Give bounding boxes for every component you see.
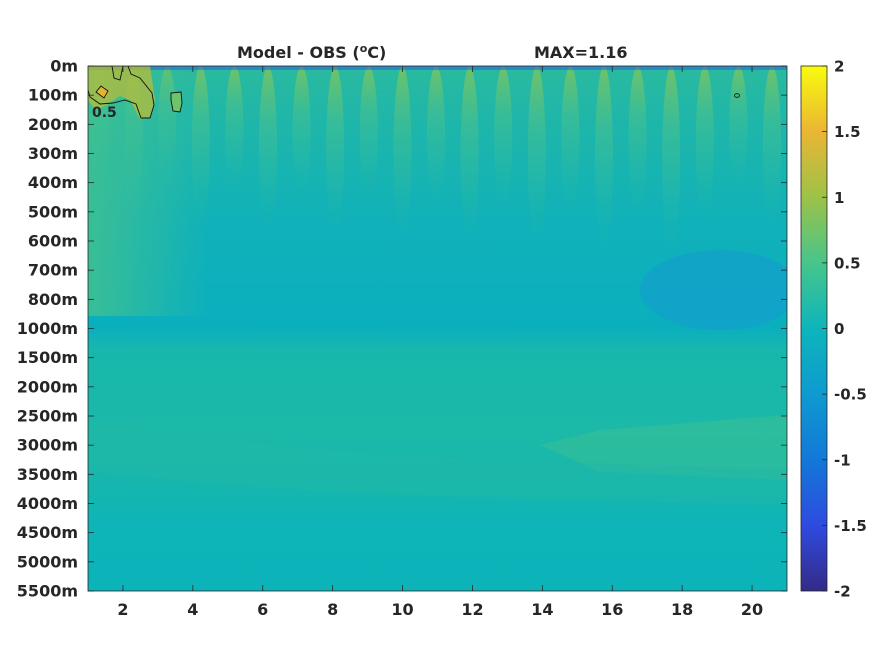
- y-tick-label: 1000m: [17, 319, 78, 338]
- deep-band: [88, 420, 787, 505]
- warm-streak: [326, 66, 345, 235]
- warm-streak: [595, 66, 613, 251]
- y-axis: 0m 100m 200m 300m 400m 500m 600m 700m 800m 1000m 1…: [17, 57, 787, 601]
- x-tick-label: 4: [187, 600, 198, 619]
- warm-streak: [460, 66, 479, 243]
- max-label: MAX=1.16: [534, 43, 628, 62]
- x-tick-label: 12: [461, 600, 483, 619]
- contour-line-inner: [95, 85, 109, 99]
- warm-streak: [695, 66, 714, 222]
- warm-streak: [225, 66, 244, 194]
- warm-streak: [628, 66, 647, 218]
- colorbar-axis: 2 1.5 1 0.5 0 -0.5 -1 -1.5 -2: [822, 58, 867, 601]
- colorbar-tick-label: 1: [834, 189, 844, 207]
- cool-patch: [640, 250, 787, 330]
- x-tick-label: 6: [257, 600, 268, 619]
- y-tick-label: 3500m: [17, 465, 78, 484]
- warm-blob: [88, 66, 155, 119]
- y-tick-label: 300m: [28, 144, 78, 163]
- colorbar-tick-label: -2: [834, 583, 851, 601]
- y-tick-label: 600m: [28, 232, 78, 251]
- warm-streak: [292, 66, 311, 198]
- warm-streak: [561, 66, 580, 214]
- y-tick-label: 5500m: [17, 582, 78, 601]
- chart-title: Model - OBS (oC): [237, 42, 386, 62]
- x-tick-label: 16: [601, 600, 623, 619]
- x-axis: 2 4 6 8 10 12 14 16 18 20: [117, 66, 763, 619]
- y-tick-label: 4500m: [17, 523, 78, 542]
- x-tick-label: 20: [741, 600, 763, 619]
- warm-streak: [494, 66, 513, 210]
- y-tick-label: 700m: [28, 261, 78, 280]
- contour-line: [88, 66, 155, 119]
- y-tick-label: 5000m: [17, 552, 78, 571]
- warm-streak: [763, 66, 781, 226]
- colorbar-tick-label: -0.5: [834, 386, 867, 404]
- deep-warm-wedge: [540, 415, 787, 480]
- contour-line-island: [170, 91, 183, 113]
- warm-streak: [359, 66, 378, 202]
- warm-streak: [259, 66, 277, 231]
- y-tick-label: 2000m: [17, 377, 78, 396]
- x-tick-label: 18: [671, 600, 693, 619]
- surface-cool-band: [88, 66, 787, 70]
- colorbar-tick-label: 2: [834, 58, 844, 76]
- y-tick-label: 4000m: [17, 494, 78, 513]
- y-tick-label: 800m: [28, 290, 78, 309]
- warm-streak: [427, 66, 445, 206]
- x-tick-label: 2: [117, 600, 128, 619]
- warm-streak: [662, 66, 681, 255]
- x-tick-label: 8: [327, 600, 338, 619]
- warm-streak: [393, 66, 412, 239]
- colorbar-tick-label: -1.5: [834, 517, 867, 535]
- y-tick-label: 3000m: [17, 436, 78, 455]
- y-tick-label: 1500m: [17, 348, 78, 367]
- colorbar-tick-label: 0: [834, 320, 844, 338]
- colorbar-tick-label: 1.5: [834, 123, 861, 141]
- y-tick-label: 500m: [28, 202, 78, 221]
- y-tick-label: 2500m: [17, 407, 78, 426]
- colorbar-tick-label: -1: [834, 451, 851, 469]
- y-tick-label: 0m: [50, 57, 78, 76]
- x-tick-label: 10: [391, 600, 413, 619]
- contour-label: 0.5: [92, 105, 117, 121]
- warm-streak: [527, 66, 546, 247]
- y-tick-label: 200m: [28, 115, 78, 134]
- y-tick-label: 400m: [28, 173, 78, 192]
- heatmap-field: [88, 66, 787, 591]
- x-tick-label: 14: [531, 600, 553, 619]
- warm-streak: [729, 66, 748, 189]
- y-tick-label: 100m: [28, 86, 78, 105]
- contour-line-small: [734, 93, 741, 98]
- colorbar-tick-label: 0.5: [834, 254, 861, 272]
